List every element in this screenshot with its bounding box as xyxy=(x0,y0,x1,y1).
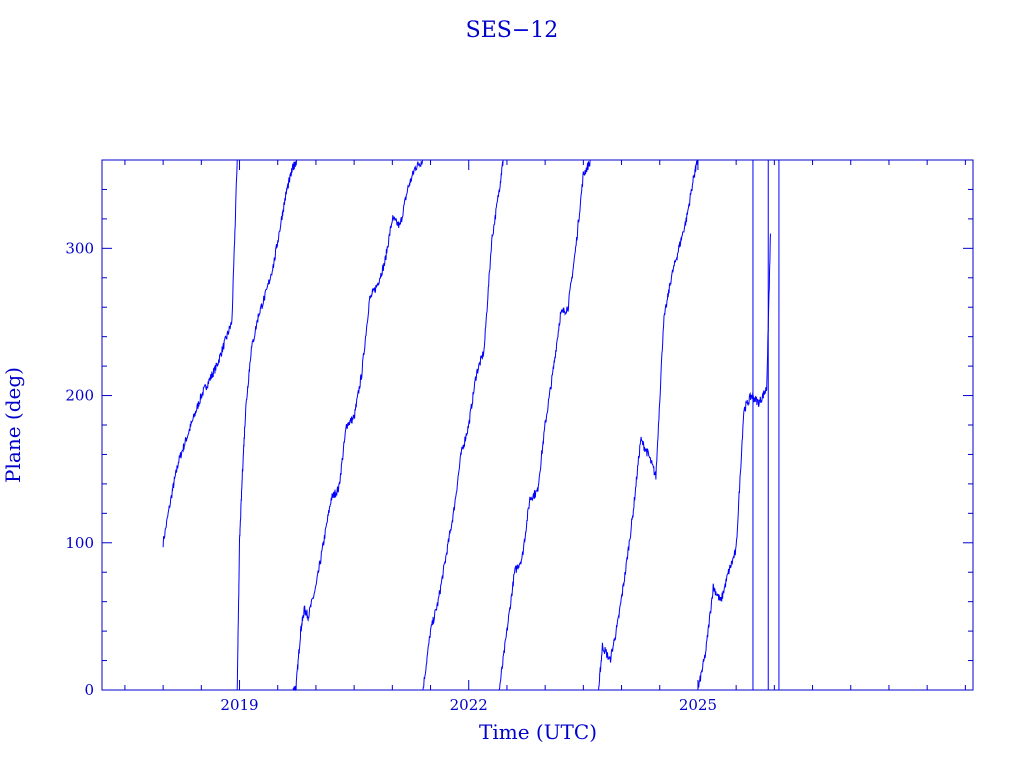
series-line xyxy=(236,159,298,691)
x-tick-label: 2025 xyxy=(679,696,717,714)
series-line xyxy=(162,159,238,548)
y-tick-label: 0 xyxy=(84,681,94,699)
x-tick-label: 2019 xyxy=(220,696,258,714)
data-series xyxy=(162,159,780,692)
chart-title: SES−12 xyxy=(466,18,559,43)
x-tick-label: 2022 xyxy=(450,696,488,714)
series-line xyxy=(697,233,771,689)
tick-labels: 2019 2022 2025 0 100 200 300 xyxy=(65,239,717,714)
axes-frame xyxy=(101,159,974,691)
y-tick-label: 100 xyxy=(65,534,94,552)
plot-area: 2019 2022 2025 0 100 200 300 xyxy=(65,159,974,714)
y-tick-label: 300 xyxy=(65,239,94,257)
series-line xyxy=(292,159,423,692)
series-line xyxy=(498,159,591,690)
axis-ticks xyxy=(102,159,973,691)
y-axis-label: Plane (deg) xyxy=(1,367,25,483)
series-line xyxy=(598,159,699,691)
x-axis-label: Time (UTC) xyxy=(479,720,597,744)
series-line xyxy=(422,159,504,691)
y-tick-label: 200 xyxy=(65,387,94,405)
